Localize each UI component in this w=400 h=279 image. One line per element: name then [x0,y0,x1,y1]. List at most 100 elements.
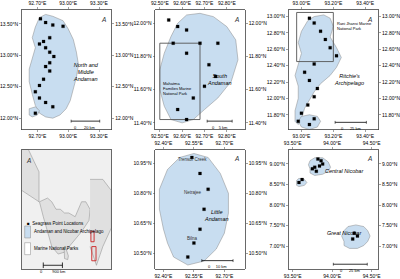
svg-text:13.00°N: 13.00°N [267,13,286,19]
svg-text:92.60°E: 92.60°E [173,133,192,139]
svg-text:12.80°N: 12.80°N [382,30,400,36]
svg-text:93.00°E: 93.00°E [59,133,78,139]
svg-text:SouthAndaman: SouthAndaman [207,73,232,86]
svg-text:11.80°N: 11.80°N [382,112,400,118]
svg-text:Bilna: Bilna [187,236,198,241]
svg-text:94.00°E: 94.00°E [323,273,342,279]
svg-text:0 900 km: 0 900 km [40,269,66,274]
svg-text:12.50°N: 12.50°N [115,83,134,89]
svg-text:8.00°N: 8.00°N [270,202,286,208]
svg-text:13.50°N: 13.50°N [115,21,134,27]
svg-text:92.50°E: 92.50°E [151,133,170,139]
svg-text:92.70°E: 92.70°E [196,0,215,6]
svg-text:Ritchie'sArchipelago: Ritchie'sArchipelago [334,73,364,86]
svg-text:10.95°N: 10.95°N [249,160,268,166]
svg-text:0 25 km: 0 25 km [341,126,361,131]
svg-text:93.50°E: 93.50°E [284,140,303,146]
svg-text:A: A [234,16,239,23]
svg-text:93.40°E: 93.40°E [356,0,375,6]
svg-text:7.50°N: 7.50°N [382,222,398,228]
svg-text:93.00°E: 93.00°E [292,133,311,139]
svg-text:94.00°E: 94.00°E [323,140,342,146]
svg-text:0 5 km: 0 5 km [212,125,228,130]
svg-text:92.50°E: 92.50°E [151,0,170,6]
svg-text:94.50°E: 94.50°E [363,273,382,279]
svg-text:12.80°N: 12.80°N [267,30,286,36]
svg-text:11.60°N: 11.60°N [249,86,267,92]
svg-text:11.40°N: 11.40°N [249,120,267,126]
svg-text:10.95°N: 10.95°N [133,160,152,166]
svg-text:Trensor Creek: Trensor Creek [178,157,207,162]
svg-text:0 10 km: 0 10 km [208,264,227,269]
svg-text:93.50°E: 93.50°E [284,273,303,279]
svg-text:92.70°E: 92.70°E [196,133,215,139]
svg-text:9.00°N: 9.00°N [270,161,286,167]
svg-text:12.00°N: 12.00°N [267,95,286,101]
svg-text:93.20°E: 93.20°E [324,0,343,6]
svg-text:A: A [101,16,106,23]
svg-text:A: A [234,155,239,162]
svg-text:11.40°N: 11.40°N [134,120,152,126]
svg-text:92.80°E: 92.80°E [218,133,237,139]
svg-text:92.40°E: 92.40°E [155,273,174,279]
svg-text:12.00°N: 12.00°N [249,20,268,26]
svg-text:92.70°E: 92.70°E [28,0,47,6]
svg-text:93.20°E: 93.20°E [324,133,343,139]
svg-text:North andMiddleAndaman: North andMiddleAndaman [73,62,99,82]
svg-text:93.30°E: 93.30°E [90,133,109,139]
svg-text:92.70°E: 92.70°E [215,273,234,279]
svg-text:9.00°N: 9.00°N [382,161,398,167]
svg-text:93.00°E: 93.00°E [292,0,311,6]
svg-text:A: A [367,155,372,162]
svg-text:0 20 km: 0 20 km [74,125,96,130]
svg-text:13.50°N: 13.50°N [0,21,19,27]
svg-text:■ Seagrass Point Locations: ■ Seagrass Point Locations [27,221,84,226]
svg-text:12.60°N: 12.60°N [267,46,286,52]
svg-text:Andaman and Nicobar Archipelag: Andaman and Nicobar Archipelago [34,229,104,234]
svg-text:11.60°N: 11.60°N [134,86,152,92]
svg-text:93.40°E: 93.40°E [356,133,375,139]
svg-text:8.00°N: 8.00°N [382,202,398,208]
svg-text:A: A [367,16,372,23]
svg-text:MahatmaFamilies MarineNational: MahatmaFamilies MarineNational Park [163,81,192,96]
svg-text:A: A [26,157,31,164]
svg-text:12.00°N: 12.00°N [115,115,134,121]
svg-text:10.65°N: 10.65°N [133,220,152,226]
svg-text:10.50°N: 10.50°N [133,250,152,256]
svg-text:92.80°E: 92.80°E [218,0,237,6]
svg-text:13.00°N: 13.00°N [115,52,134,58]
svg-text:7.00°N: 7.00°N [382,243,398,249]
svg-text:10.80°N: 10.80°N [133,190,152,196]
svg-text:Marine National Parks: Marine National Parks [34,246,79,251]
svg-text:13.00°N: 13.00°N [0,52,19,58]
svg-text:12.00°N: 12.00°N [133,20,152,26]
svg-text:12.40°N: 12.40°N [382,62,400,68]
svg-text:12.60°N: 12.60°N [382,46,400,52]
svg-text:8.50°N: 8.50°N [270,181,286,187]
svg-text:92.40°E: 92.40°E [155,140,174,146]
svg-text:Central Nicobar: Central Nicobar [325,168,364,174]
svg-text:92.70°E: 92.70°E [215,140,234,146]
svg-text:10.65°N: 10.65°N [249,220,268,226]
svg-text:13.00°N: 13.00°N [382,13,400,19]
svg-text:0 25 km: 0 25 km [340,268,360,273]
svg-text:12.00°N: 12.00°N [382,95,400,101]
svg-text:Netrajee: Netrajee [184,190,202,195]
svg-text:10.50°N: 10.50°N [249,250,268,256]
svg-text:93.00°E: 93.00°E [59,0,78,6]
svg-text:12.20°N: 12.20°N [382,79,400,85]
svg-text:10.80°N: 10.80°N [249,190,268,196]
svg-text:92.60°E: 92.60°E [173,0,192,6]
svg-text:Rani Jhansi MarineNational Par: Rani Jhansi MarineNational Park [337,21,372,31]
svg-text:12.50°N: 12.50°N [0,83,19,89]
svg-text:Great Nicobar: Great Nicobar [327,230,362,236]
svg-text:11.80°N: 11.80°N [134,53,152,59]
svg-text:7.00°N: 7.00°N [270,243,286,249]
svg-text:LittleAndaman: LittleAndaman [204,209,229,222]
svg-text:8.50°N: 8.50°N [382,181,398,187]
svg-text:93.30°E: 93.30°E [90,0,109,6]
svg-text:92.70°E: 92.70°E [28,133,47,139]
svg-text:92.55°E: 92.55°E [185,273,204,279]
svg-text:12.20°N: 12.20°N [267,79,286,85]
svg-text:11.80°N: 11.80°N [267,112,285,118]
